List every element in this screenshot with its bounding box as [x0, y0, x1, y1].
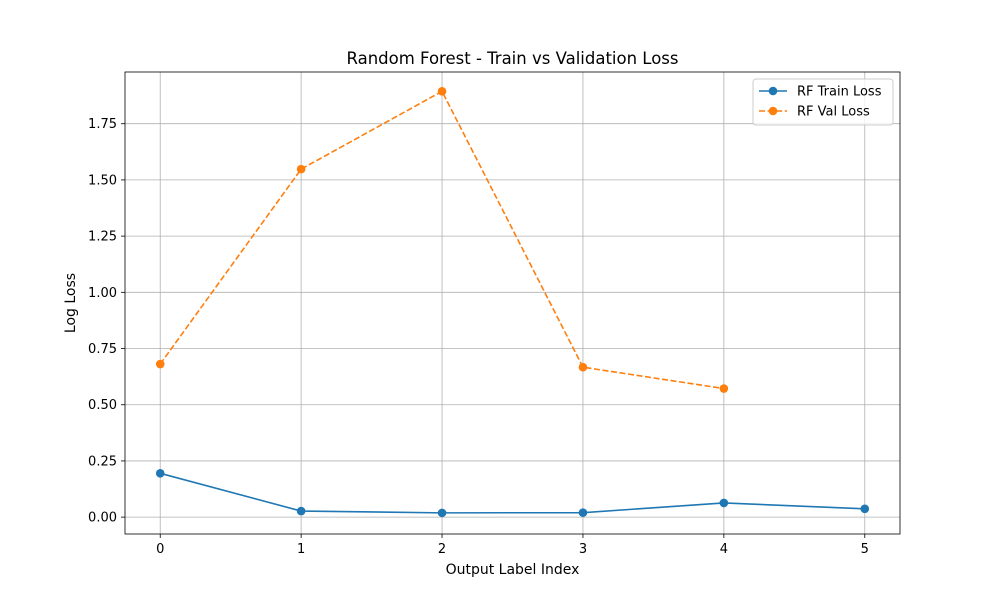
x-tick-label: 5	[861, 542, 869, 557]
data-point-rf-train-loss	[860, 504, 870, 514]
legend: RF Train Loss RF Val Loss	[752, 78, 894, 126]
x-axis-ticks: 0 1 2 3 4 5	[156, 534, 869, 557]
series-rf-train-loss	[155, 468, 870, 518]
legend-label: RF Train Loss	[797, 85, 882, 100]
y-axis-ticks: 0.00 0.25 0.50 0.75 1.00 1.25 1.50 1.75	[88, 117, 125, 526]
x-tick-label: 2	[438, 542, 446, 557]
plot-frame	[124, 71, 901, 535]
legend-marker	[768, 106, 778, 116]
legend-box	[752, 78, 894, 126]
data-point-rf-val-loss	[578, 362, 588, 372]
data-point-rf-val-loss	[155, 359, 165, 369]
y-tick-label: 1.00	[88, 286, 117, 301]
plot-area-background	[125, 72, 900, 534]
series-layer	[155, 87, 870, 518]
grid-lines	[125, 72, 900, 534]
data-point-rf-train-loss	[578, 508, 588, 517]
y-tick-label: 0.50	[88, 398, 117, 413]
y-tick-label: 1.25	[88, 230, 117, 245]
data-point-rf-train-loss	[296, 506, 306, 516]
chart-title: Random Forest - Train vs Validation Loss	[347, 49, 679, 68]
y-tick-label: 1.75	[88, 117, 117, 132]
series-rf-val-loss	[155, 87, 729, 393]
data-point-rf-val-loss	[296, 164, 306, 174]
data-point-rf-train-loss	[437, 508, 447, 518]
legend-marker	[768, 86, 778, 96]
legend-entry-rf-val-loss: RF Val Loss	[759, 105, 870, 120]
legend-label: RF Val Loss	[797, 105, 870, 120]
series-line-rf-train-loss	[160, 472, 865, 514]
data-point-rf-val-loss	[437, 87, 447, 96]
legend-entry-rf-train-loss: RF Train Loss	[759, 85, 882, 100]
y-tick-label: 0.25	[88, 454, 117, 469]
x-tick-label: 1	[297, 542, 305, 557]
y-tick-label: 1.50	[88, 173, 117, 188]
x-tick-label: 4	[720, 542, 728, 557]
y-tick-label: 0.00	[88, 511, 117, 526]
data-point-rf-train-loss	[155, 468, 165, 478]
y-axis-label: Log Loss	[63, 273, 79, 333]
data-point-rf-val-loss	[719, 384, 729, 393]
x-axis-label: Output Label Index	[446, 562, 580, 578]
x-tick-label: 0	[156, 542, 164, 557]
y-tick-label: 0.75	[88, 342, 117, 357]
legend-items: RF Train Loss RF Val Loss	[759, 85, 882, 120]
x-tick-label: 3	[579, 542, 587, 557]
data-point-rf-train-loss	[719, 498, 729, 508]
